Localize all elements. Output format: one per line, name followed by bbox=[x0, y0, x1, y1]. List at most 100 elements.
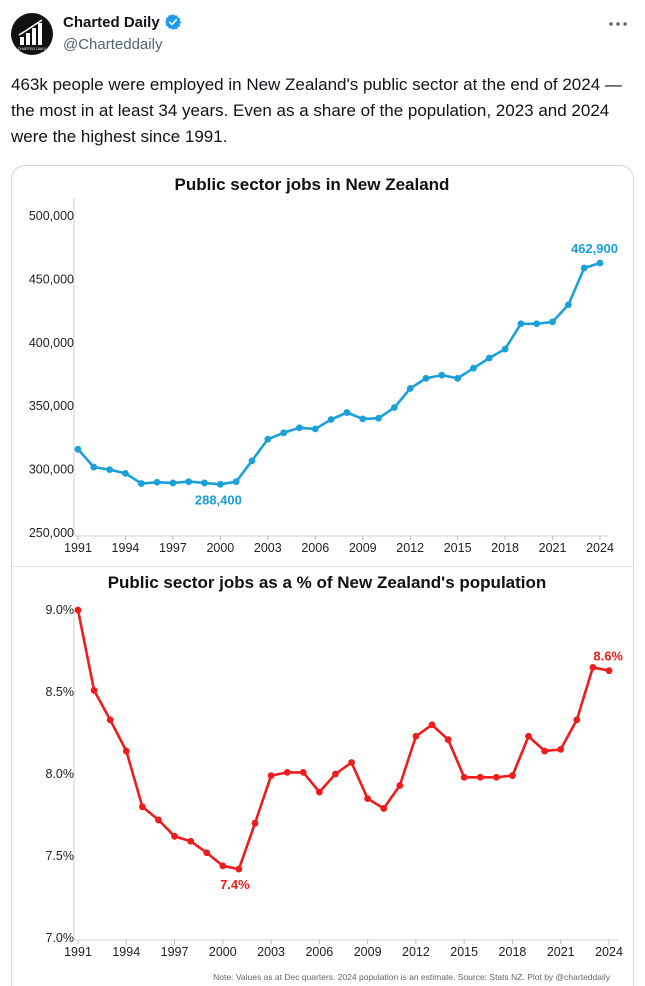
c1-ytick-label: 300,000 bbox=[29, 463, 74, 477]
c2-data-point bbox=[315, 788, 323, 796]
c1-data-point bbox=[122, 470, 129, 477]
c2-xtick-label: 1991 bbox=[64, 945, 92, 959]
c2-xtick-label: 2015 bbox=[450, 945, 478, 959]
c2-data-point bbox=[138, 803, 146, 811]
more-options-icon[interactable] bbox=[608, 16, 628, 27]
c1-data-point bbox=[596, 259, 604, 267]
c2-annotation: 8.6% bbox=[593, 649, 623, 664]
c2-annotation: 7.4% bbox=[220, 877, 250, 892]
c2-xtick-label: 2003 bbox=[257, 945, 285, 959]
c1-data-point bbox=[406, 385, 414, 392]
c1-data-point bbox=[216, 480, 224, 488]
c2-xtick-label: 1997 bbox=[161, 945, 189, 959]
c2-xtick-label: 2000 bbox=[209, 945, 237, 959]
c1-xtick-label: 1994 bbox=[112, 541, 140, 555]
c2-xtick-label: 2009 bbox=[354, 945, 382, 959]
c2-data-point bbox=[299, 768, 307, 776]
c1-xtick-label: 1991 bbox=[64, 541, 92, 555]
c1-data-point bbox=[169, 479, 177, 487]
c1-data-point bbox=[343, 409, 351, 416]
c1-data-point bbox=[311, 425, 319, 433]
author-name[interactable]: Charted Daily bbox=[63, 13, 160, 31]
c1-data-point bbox=[517, 320, 525, 328]
c1-data-point bbox=[454, 374, 462, 382]
c1-data-point bbox=[106, 466, 114, 473]
c2-data-point bbox=[509, 772, 516, 780]
c2-data-point bbox=[267, 772, 275, 780]
c1-xtick-label: 2000 bbox=[206, 541, 234, 555]
c2-data-point bbox=[122, 747, 130, 755]
author-handle[interactable]: @Charteddaily bbox=[63, 36, 163, 53]
c1-annotation: 288,400 bbox=[195, 492, 242, 507]
c2-data-point bbox=[90, 686, 98, 694]
c2-data-point bbox=[106, 716, 114, 724]
chart1-title: Public sector jobs in New Zealand bbox=[175, 175, 450, 194]
c2-xtick-label: 2018 bbox=[499, 945, 527, 959]
c2-data-point bbox=[74, 606, 82, 614]
avatar[interactable]: CHARTED DAILY bbox=[11, 13, 53, 55]
c2-ytick-label: 7.5% bbox=[46, 849, 75, 863]
c2-data-point bbox=[460, 773, 468, 781]
c2-data-point bbox=[412, 732, 420, 740]
c1-data-point bbox=[327, 416, 335, 423]
c2-data-point bbox=[235, 865, 243, 873]
c2-data-point bbox=[589, 664, 597, 671]
c1-data-point bbox=[296, 424, 303, 432]
c2-data-point bbox=[525, 732, 532, 740]
c2-data-point bbox=[492, 773, 500, 781]
c1-data-point bbox=[533, 320, 541, 328]
c2-data-point bbox=[396, 782, 404, 789]
c1-data-point bbox=[549, 318, 556, 326]
c2-ytick-label: 9.0% bbox=[46, 603, 75, 617]
c1-data-point bbox=[232, 478, 240, 486]
c2-xtick-label: 2006 bbox=[305, 945, 333, 959]
c2-data-point bbox=[476, 773, 484, 781]
c2-data-point bbox=[557, 746, 565, 753]
c1-data-point bbox=[501, 345, 509, 353]
c1-data-point bbox=[485, 354, 493, 362]
c1-data-point bbox=[201, 479, 208, 487]
tweet-media[interactable]: Public sector jobs in New Zealand 250,00… bbox=[11, 165, 634, 986]
c2-ytick-label: 8.5% bbox=[46, 685, 75, 699]
c1-data-point bbox=[90, 463, 98, 471]
c1-data-point bbox=[438, 371, 446, 379]
c1-xtick-label: 2021 bbox=[539, 541, 567, 555]
c1-data-point bbox=[359, 415, 367, 423]
author-name-row[interactable]: Charted Daily bbox=[63, 13, 182, 31]
c2-xtick-label: 2024 bbox=[595, 945, 623, 959]
c1-xtick-label: 2009 bbox=[349, 541, 377, 555]
c1-xtick-label: 1997 bbox=[159, 541, 187, 555]
c2-data-point bbox=[283, 768, 291, 776]
c2-data-point bbox=[219, 862, 227, 870]
c1-ytick-label: 500,000 bbox=[29, 209, 74, 223]
c1-data-point bbox=[390, 404, 398, 411]
c2-xtick-label: 2021 bbox=[547, 945, 575, 959]
c2-xtick-label: 2012 bbox=[402, 945, 430, 959]
c1-annotation: 462,900 bbox=[571, 241, 618, 256]
chart-public-sector-jobs: Public sector jobs in New Zealand 250,00… bbox=[29, 175, 618, 555]
verified-badge-icon bbox=[164, 14, 181, 30]
c1-data-point bbox=[264, 435, 272, 443]
c2-data-point bbox=[332, 770, 339, 778]
c1-data-point bbox=[248, 457, 256, 465]
c1-data-point bbox=[470, 364, 477, 372]
chart1-series-line bbox=[77, 261, 601, 486]
chart2-series-line bbox=[76, 609, 610, 871]
c1-xtick-label: 2012 bbox=[396, 541, 424, 555]
c1-ytick-label: 250,000 bbox=[29, 526, 74, 540]
avatar-text: CHARTED DAILY bbox=[18, 47, 47, 51]
c2-data-point bbox=[428, 721, 436, 729]
c1-data-point bbox=[564, 301, 572, 309]
c2-data-point bbox=[605, 667, 613, 675]
c2-data-point bbox=[155, 816, 162, 824]
c1-xtick-label: 2015 bbox=[444, 541, 472, 555]
chart-note: Note: Values as at Dec quarters. 2024 po… bbox=[213, 972, 611, 982]
c2-data-point bbox=[203, 849, 211, 857]
chart-public-sector-share: Public sector jobs as a % of New Zealand… bbox=[46, 573, 624, 982]
c1-ytick-label: 400,000 bbox=[29, 336, 74, 350]
c1-data-point bbox=[137, 480, 145, 487]
c2-data-point bbox=[364, 795, 372, 802]
c1-ytick-label: 450,000 bbox=[29, 272, 74, 286]
c2-data-point bbox=[541, 747, 549, 755]
